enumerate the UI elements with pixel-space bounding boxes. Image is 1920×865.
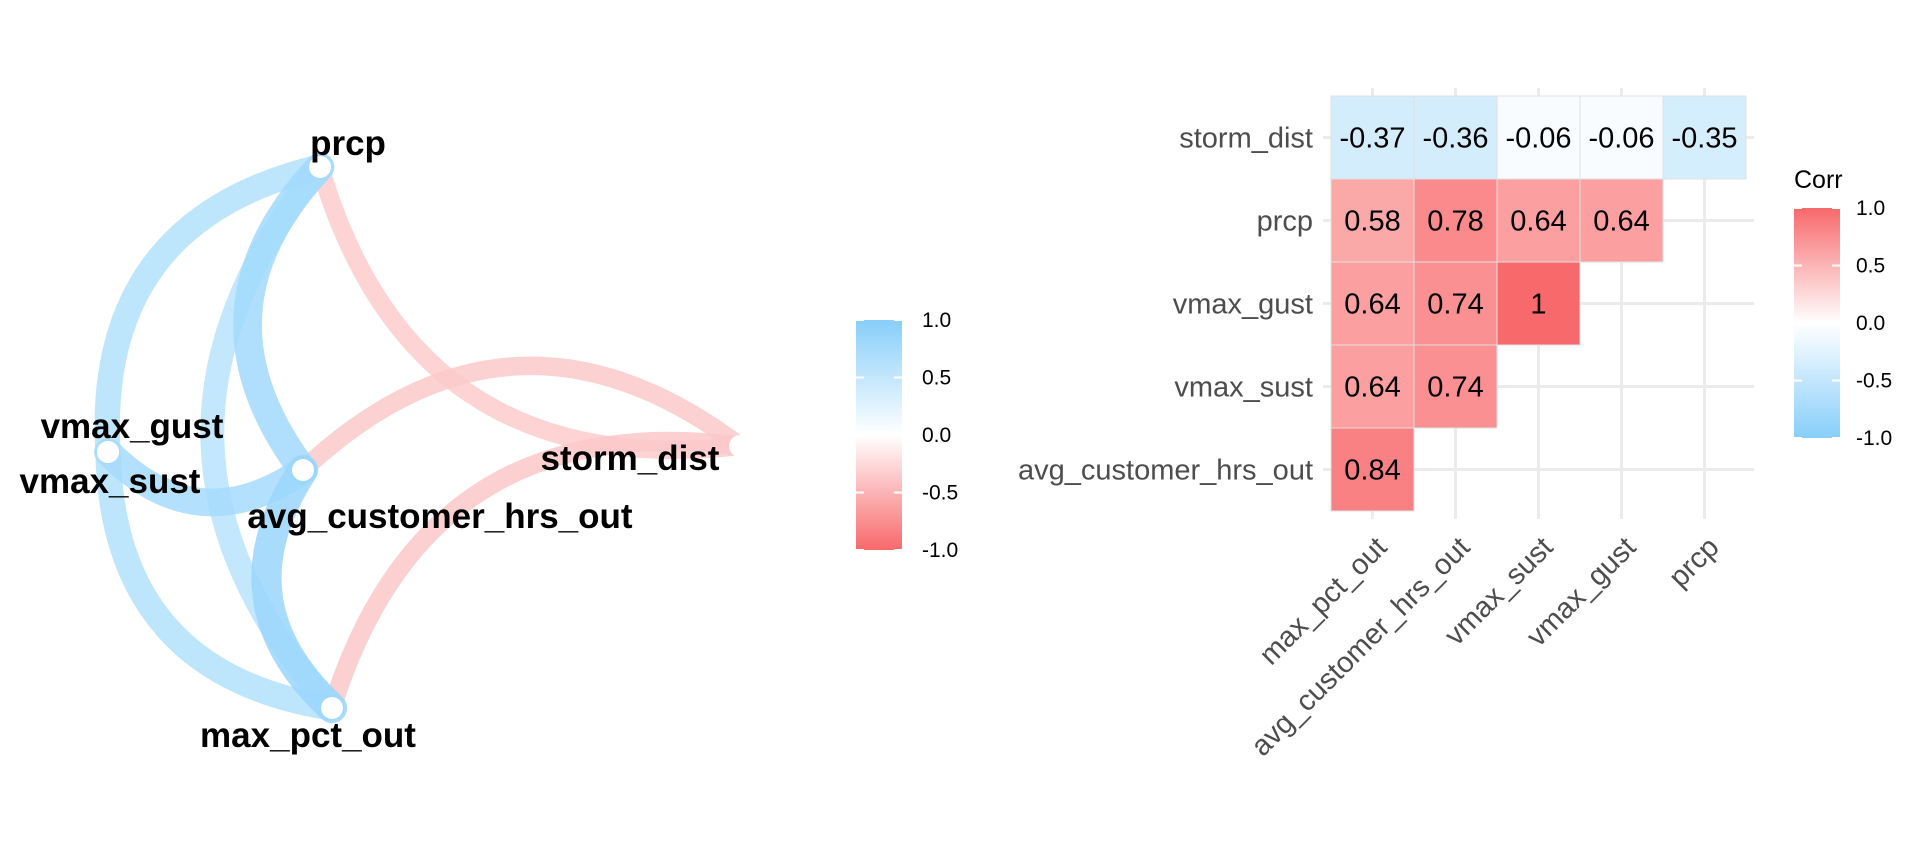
heatmap-cell-label: -0.36	[1422, 123, 1488, 155]
network-edge-avg-customer-hrs-out-max-pct-out	[251, 454, 348, 724]
heatmap-cell-label: 0.64	[1510, 206, 1566, 238]
heatmap-legend-tick-label: 0.5	[1856, 255, 1885, 278]
network-node-vmax-sust	[97, 441, 119, 463]
heatmap-cell-label: 0.78	[1427, 206, 1483, 238]
heatmap-cell-prcp-vmax-gust	[1579, 178, 1664, 263]
network-legend: 1.0 0.5 0.0 -0.5 -1.0	[856, 309, 958, 562]
correlation-network-plot: prcp storm_dist vmax_gust vmax_sust avg_cust…	[20, 124, 751, 755]
heatmap-legend: Corr 1.0 0.5 0.0 -0.5 -1.0	[1794, 166, 1892, 450]
heatmap-y-tick-label-prcp: prcp	[1257, 206, 1313, 238]
heatmap-cell-label: -0.37	[1339, 123, 1405, 155]
network-node-label-storm-dist: storm_dist	[541, 439, 720, 478]
network-legend-tick-label: 0.5	[922, 367, 951, 390]
heatmap-x-tick-label-prcp: prcp	[1663, 531, 1726, 594]
heatmap-cell-vmax-sust-max-pct-out	[1330, 344, 1415, 429]
network-edge-max-pct-out-storm-dist	[322, 431, 750, 718]
heatmap-cell-label: 0.64	[1344, 289, 1400, 321]
heatmap-y-tick-label-storm-dist: storm_dist	[1179, 123, 1313, 155]
heatmap-cell-label: -0.06	[1588, 123, 1654, 155]
heatmap-cell-avg-customer-hrs-out-max-pct-out	[1330, 427, 1415, 512]
network-nodes	[97, 156, 751, 719]
heatmap-y-tick-label-vmax-gust: vmax_gust	[1173, 289, 1313, 321]
heatmap-cell-label: 0.58	[1344, 206, 1400, 238]
network-node-prcp	[309, 156, 331, 178]
heatmap-cell-label: -0.35	[1671, 123, 1737, 155]
heatmap-cell-label: 0.64	[1593, 206, 1649, 238]
network-labels: prcp storm_dist vmax_gust vmax_sust avg_cust…	[20, 124, 720, 755]
heatmap-legend-tick-label: 0.0	[1856, 312, 1885, 335]
heatmap-cell-prcp-vmax-sust	[1496, 178, 1581, 263]
network-edge-prcp-avg-customer-hrs-out	[233, 152, 335, 485]
heatmap-x-tick-labels: max_pct_outavg_customer_hrs_outvmax_sust…	[1245, 531, 1725, 762]
heatmap-cell-prcp-max-pct-out	[1330, 178, 1415, 263]
network-node-avg-customer-hrs-out	[292, 459, 314, 481]
network-legend-tick-label: -1.0	[922, 539, 958, 562]
heatmap-y-tick-label-avg-customer-hrs-out: avg_customer_hrs_out	[1018, 455, 1313, 487]
network-node-storm-dist	[729, 435, 751, 457]
network-node-label-prcp: prcp	[310, 124, 386, 163]
heatmap-cell-storm-dist-prcp	[1662, 95, 1747, 180]
heatmap-cells: -0.37 -0.36 -0.06 -0.06 -0.35 0.58 0.78 0.64 0.6…	[1330, 95, 1747, 512]
network-node-label-vmax-gust: vmax_gust	[41, 407, 224, 446]
heatmap-cell-label: 0.74	[1427, 289, 1483, 321]
network-edges	[94, 152, 750, 724]
heatmap-cell-storm-dist-max-pct-out	[1330, 95, 1415, 180]
heatmap-legend-title: Corr	[1794, 166, 1843, 194]
heatmap-cell-vmax-sust-avg-customer-hrs-out	[1413, 344, 1498, 429]
network-node-label-max-pct-out: max_pct_out	[200, 716, 416, 755]
heatmap-cell-label: -0.06	[1505, 123, 1571, 155]
heatmap-cell-label: 0.74	[1427, 372, 1483, 404]
heatmap-cell-prcp-avg-customer-hrs-out	[1413, 178, 1498, 263]
heatmap-cell-label: 0.64	[1344, 372, 1400, 404]
network-edge-avg-customer-hrs-out-storm-dist	[293, 356, 750, 480]
correlation-heatmap: -0.37 -0.36 -0.06 -0.06 -0.35 0.58 0.78 0.64 0.6…	[1018, 88, 1754, 763]
heatmap-legend-tick-label: -1.0	[1856, 427, 1892, 450]
heatmap-cell-vmax-gust-vmax-sust	[1496, 261, 1581, 346]
heatmap-legend-tick-label: 1.0	[1856, 197, 1885, 220]
network-node-label-avg-customer-hrs-out: avg_customer_hrs_out	[247, 497, 632, 536]
heatmap-cell-vmax-gust-max-pct-out	[1330, 261, 1415, 346]
heatmap-y-tick-label-vmax-sust: vmax_sust	[1174, 372, 1313, 404]
network-legend-tick-label: 0.0	[922, 424, 951, 447]
network-node-label-vmax-sust: vmax_sust	[20, 462, 201, 501]
network-node-max-pct-out	[321, 697, 343, 719]
heatmap-cell-label: 0.84	[1344, 455, 1400, 487]
heatmap-cell-storm-dist-avg-customer-hrs-out	[1413, 95, 1498, 180]
network-legend-tick-label: -0.5	[922, 482, 958, 505]
network-edge-prcp-vmax-gust	[94, 154, 333, 465]
network-edge-vmax-sust-max-pct-out	[95, 439, 345, 721]
heatmap-legend-tick-label: -0.5	[1856, 370, 1892, 393]
network-legend-tick-label: 1.0	[922, 309, 951, 332]
heatmap-cell-label: 1	[1530, 289, 1546, 321]
